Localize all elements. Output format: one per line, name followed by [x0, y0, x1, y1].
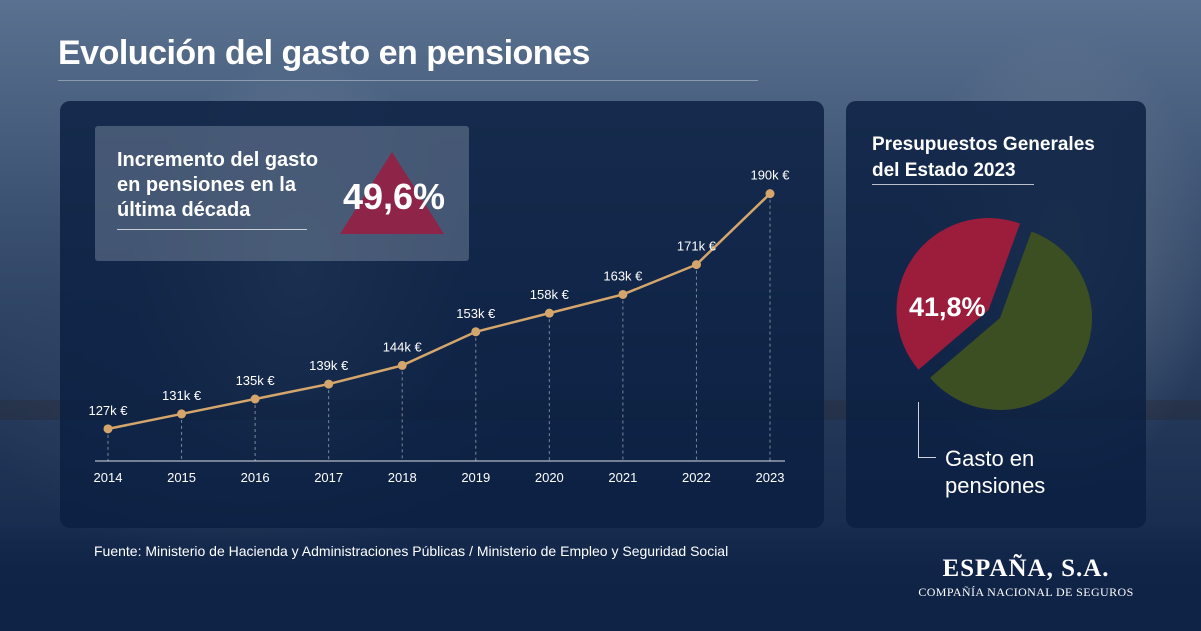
data-point [471, 327, 481, 337]
data-point [177, 409, 187, 419]
pie-leader-line-end [918, 457, 936, 458]
x-tick-label: 2016 [241, 470, 270, 485]
data-label: 139k € [309, 358, 349, 373]
x-tick-label: 2015 [167, 470, 196, 485]
data-point [397, 360, 407, 370]
increment-label: Incremento del gasto en pensiones en la … [117, 149, 319, 221]
data-label: 190k € [750, 168, 790, 183]
source-note: Fuente: Ministerio de Hacienda y Adminis… [94, 543, 729, 559]
title-divider [58, 80, 758, 81]
pie-leader-line [918, 402, 919, 458]
pie-slice-rest [930, 231, 1092, 411]
x-tick-label: 2018 [388, 470, 417, 485]
data-point [324, 379, 334, 389]
brand-logo: ESPAÑA, S.A. COMPAÑÍA NACIONAL DE SEGURO… [900, 555, 1152, 600]
data-point [250, 394, 260, 404]
pie-title-underline [872, 184, 1034, 185]
brand-name: ESPAÑA, S.A. [942, 555, 1110, 582]
pie-chart-panel [846, 101, 1146, 528]
series-line [107, 192, 771, 431]
x-tick-label: 2022 [682, 470, 711, 485]
data-label: 135k € [236, 373, 276, 388]
x-tick-label: 2023 [756, 470, 785, 485]
data-point [618, 289, 628, 299]
background-bottom-shade [0, 521, 1201, 631]
data-point [544, 308, 554, 318]
data-point [103, 424, 113, 434]
data-point [765, 189, 775, 199]
data-label: 127k € [88, 403, 128, 418]
x-tick-label: 2020 [535, 470, 564, 485]
x-tick-label: 2019 [461, 470, 490, 485]
x-tick-label: 2021 [608, 470, 637, 485]
increment-underline [117, 229, 307, 230]
data-label: 153k € [456, 306, 496, 321]
brand-subtitle: COMPAÑÍA NACIONAL DE SEGUROS [918, 585, 1134, 599]
pie-slice-pensions [896, 218, 1020, 370]
increment-value: 49,6% [342, 176, 446, 217]
pie-slice-category-label: Gasto en pensiones [945, 446, 1046, 498]
data-label: 171k € [677, 239, 717, 254]
data-label: 158k € [530, 287, 570, 302]
page-title: Evolución del gasto en pensiones [58, 34, 590, 72]
pie-slice-value-label: 41,8% [909, 292, 986, 322]
x-tick-label: 2014 [94, 470, 123, 485]
x-tick-label: 2017 [314, 470, 343, 485]
data-point [691, 260, 701, 270]
data-label: 163k € [603, 268, 643, 283]
pie-chart-title: Presupuestos Generales del Estado 2023 [872, 134, 1095, 181]
data-label: 144k € [383, 339, 423, 354]
data-label: 131k € [162, 388, 202, 403]
increase-triangle-icon [340, 152, 444, 234]
line-chart-panel [60, 101, 824, 528]
